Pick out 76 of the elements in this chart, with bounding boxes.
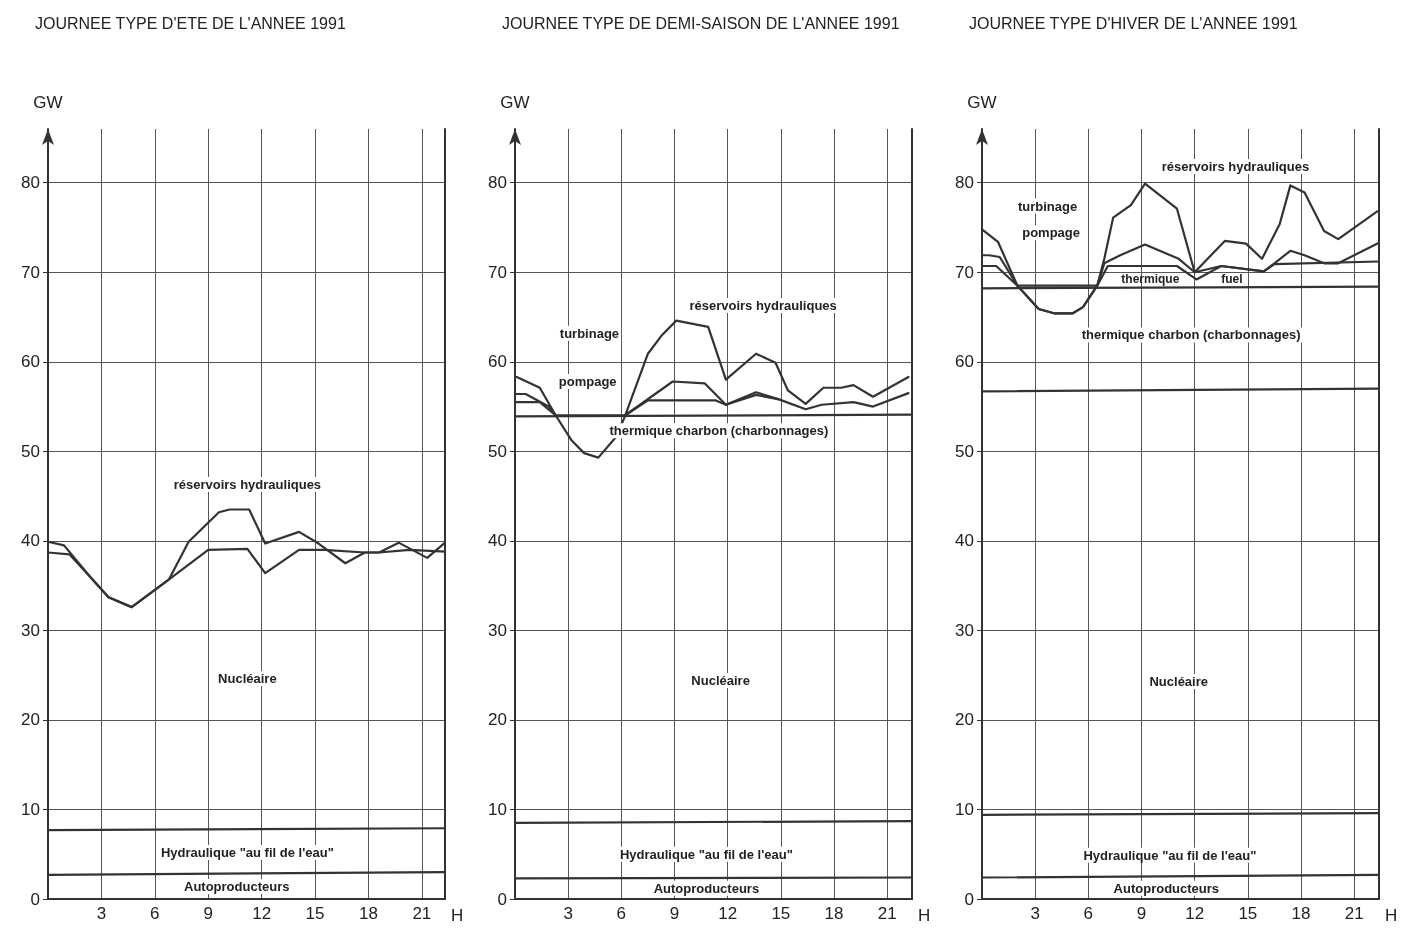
y-tick-label: 60 (955, 352, 974, 372)
y-tick-label: 40 (488, 531, 507, 551)
y-axis-title: GW (33, 93, 63, 112)
x-axis-title: H (918, 906, 931, 925)
y-tick-label: 40 (955, 531, 974, 551)
annotation: turbinage (1017, 198, 1078, 214)
x-tick-label: 15 (1238, 904, 1258, 923)
y-tick-label: 70 (488, 262, 507, 282)
annotation: fuel (1221, 271, 1243, 286)
x-tick-label: 18 (358, 904, 378, 923)
annotation: pompage (558, 373, 617, 389)
y-tick-label: 80 (21, 173, 40, 193)
x-axis-title: H (451, 906, 464, 925)
y-tick-label: 20 (488, 710, 507, 730)
annotation: Autoproducteurs (1113, 880, 1220, 896)
x-tick-label: 18 (824, 904, 844, 923)
x-tick-label: 3 (1030, 904, 1040, 923)
y-tick-label: 0 (964, 889, 974, 909)
x-tick-label: 21 (412, 904, 432, 923)
y-tick-label: 60 (488, 352, 507, 372)
annotation: Nucléaire (1149, 673, 1208, 689)
x-tick-label: 3 (563, 904, 573, 923)
y-tick-label: 10 (488, 799, 507, 819)
x-tick-label: 12 (1185, 904, 1205, 923)
annotation: réservoirs hydrauliques (1161, 159, 1310, 175)
annotation: réservoirs hydrauliques (173, 476, 322, 492)
x-tick-label: 21 (1344, 904, 1364, 923)
y-tick-label: 0 (497, 889, 507, 909)
y-axis-title: GW (967, 93, 997, 112)
annotation: réservoirs hydrauliques (689, 297, 837, 313)
chart-title: JOURNEE TYPE D'ETE DE L'ANNEE 1991 (35, 14, 346, 32)
x-tick-label: 6 (616, 904, 627, 923)
annotation: thermique charbon (charbonnages) (1081, 327, 1301, 343)
x-tick-label: 9 (203, 904, 213, 923)
y-tick-label: 50 (955, 441, 974, 461)
x-tick-label: 15 (771, 904, 791, 923)
x-tick-label: 21 (877, 904, 897, 923)
y-tick-label: 60 (21, 352, 40, 372)
x-tick-label: 3 (96, 904, 107, 923)
annotation: Autoproducteurs (183, 878, 290, 894)
y-tick-label: 80 (955, 173, 974, 193)
x-tick-label: 18 (1291, 904, 1311, 923)
x-tick-label: 12 (252, 904, 272, 923)
y-tick-label: 70 (955, 262, 974, 282)
x-tick-label: 12 (718, 904, 738, 923)
y-tick-label: 70 (21, 262, 40, 282)
x-tick-label: 15 (305, 904, 325, 923)
x-tick-label: 6 (150, 904, 160, 923)
y-axis-title: GW (500, 93, 530, 112)
annotation: turbinage (559, 325, 620, 341)
annotation: Nucléaire (218, 671, 277, 687)
annotation: Hydraulique "au fil de l'eau" (1083, 847, 1257, 863)
y-tick-label: 40 (21, 531, 40, 551)
y-tick-label: 30 (488, 620, 507, 640)
annotation: Hydraulique "au fil de l'eau" (160, 844, 334, 860)
annotation: Autoproducteurs (653, 880, 760, 896)
y-tick-label: 20 (21, 710, 40, 730)
y-tick-label: 0 (30, 889, 40, 909)
y-tick-label: 50 (21, 441, 40, 461)
x-tick-label: 9 (669, 904, 680, 923)
chart-title: JOURNEE TYPE DE DEMI-SAISON DE L'ANNEE 1991 (502, 14, 900, 32)
x-tick-label: 9 (1136, 904, 1147, 923)
annotation: Nucléaire (691, 673, 750, 689)
y-tick-label: 30 (21, 620, 40, 640)
y-tick-label: 30 (955, 620, 974, 640)
chart-title: JOURNEE TYPE D'HIVER DE L'ANNEE 1991 (969, 14, 1298, 32)
annotation: pompage (1022, 225, 1081, 241)
y-tick-label: 20 (955, 710, 974, 730)
y-tick-label: 50 (488, 441, 507, 461)
y-tick-label: 80 (488, 173, 507, 193)
annotation: thermique charbon (charbonnages) (609, 423, 829, 439)
x-tick-label: 6 (1083, 904, 1094, 923)
y-tick-label: 10 (955, 799, 974, 819)
y-tick-label: 10 (21, 799, 40, 819)
annotation: Hydraulique "au fil de l'eau" (619, 846, 793, 862)
x-axis-title: H (1385, 906, 1398, 925)
